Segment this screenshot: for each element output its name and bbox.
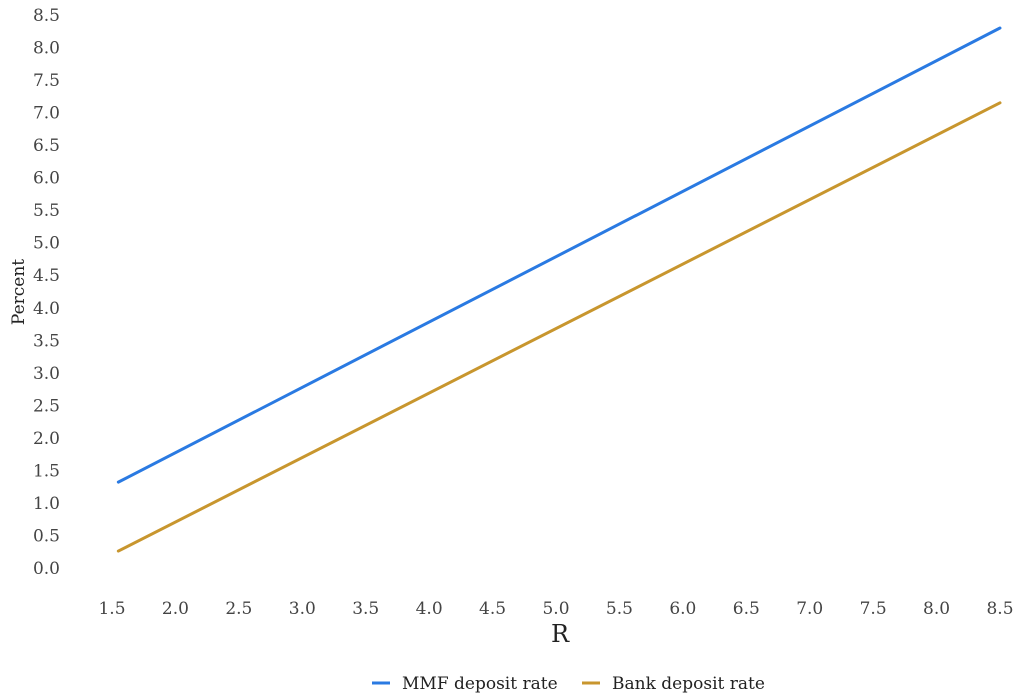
series-line-mmf-deposit-rate [116,26,1002,484]
series-line-bank-deposit-rate [116,101,1002,553]
y-tick-label: 2.5 [33,396,60,416]
y-tick-label: 3.5 [33,331,60,351]
y-tick-label: 7.0 [33,104,60,124]
x-tick-label: 5.5 [606,599,633,619]
y-tick-label: 6.5 [33,136,60,156]
x-tick-label: 6.5 [733,599,760,619]
y-tick-label: 0.5 [33,526,60,546]
y-tick-label: 2.0 [33,429,60,449]
x-tick-label: 3.0 [289,599,316,619]
x-tick-label: 7.0 [796,599,823,619]
x-tick-label: 2.0 [162,599,189,619]
legend-label: MMF deposit rate [402,674,558,694]
y-tick-label: 8.0 [33,39,60,59]
x-axis-ticks: 1.5 2.0 2.5 3.0 3.5 4.0 4.5 5.0 5.5 6.0 6.5 7.0 7.5 8… [98,599,1013,619]
y-tick-label: 6.0 [33,169,60,189]
series-lines [116,26,1002,553]
y-axis-ticks: 0.0 0.5 1.0 1.5 2.0 2.5 3.0 3.5 4.0 4.5 5.0 5.5 6.0 6… [33,6,60,579]
y-axis-title: Percent [9,259,29,325]
x-tick-label: 4.0 [416,599,443,619]
legend: MMF deposit rate Bank deposit rate [372,674,765,694]
x-tick-label: 8.0 [923,599,950,619]
y-tick-label: 1.0 [33,494,60,514]
y-tick-label: 7.5 [33,71,60,91]
x-tick-label: 3.5 [352,599,379,619]
y-tick-label: 5.5 [33,201,60,221]
x-tick-label: 5.0 [542,599,569,619]
y-tick-label: 4.0 [33,299,60,319]
y-tick-label: 3.0 [33,364,60,384]
x-tick-label: 1.5 [98,599,125,619]
legend-label: Bank deposit rate [612,674,765,694]
y-tick-label: 5.0 [33,234,60,254]
y-tick-label: 8.5 [33,6,60,26]
x-axis-title: R [551,620,570,648]
x-tick-label: 2.5 [225,599,252,619]
x-tick-label: 7.5 [860,599,887,619]
x-tick-label: 6.0 [669,599,696,619]
x-tick-label: 4.5 [479,599,506,619]
y-tick-label: 1.5 [33,461,60,481]
y-tick-label: 4.5 [33,266,60,286]
x-tick-label: 8.5 [986,599,1013,619]
y-tick-label: 0.0 [33,559,60,579]
